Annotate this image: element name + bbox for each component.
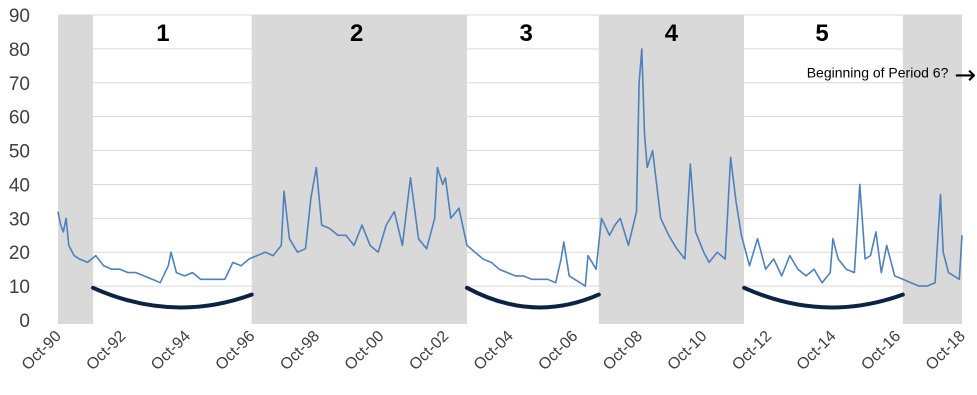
- x-tick-label: Oct-14: [794, 328, 840, 374]
- trough-curves: [90, 285, 905, 310]
- y-tick-label: 90: [9, 6, 30, 27]
- x-tick-label: Oct-18: [923, 328, 969, 374]
- x-tick-label: Oct-10: [665, 328, 711, 374]
- x-tick-label: Oct-02: [406, 328, 452, 374]
- x-tick-label: Oct-06: [535, 328, 581, 374]
- gridlines: [58, 14, 962, 287]
- shaded-period-4: [902, 15, 962, 324]
- y-tick-label: 30: [9, 209, 30, 230]
- shaded-periods: [58, 15, 962, 324]
- x-tick-label: Oct-12: [729, 328, 775, 374]
- y-tick-label: 70: [9, 74, 30, 95]
- x-tick-label: Oct-96: [213, 328, 259, 374]
- shaded-period-1: [58, 15, 93, 324]
- shaded-period-3: [598, 15, 745, 324]
- x-tick-label: Oct-90: [19, 328, 65, 374]
- x-tick-label: Oct-00: [342, 328, 388, 374]
- x-tick-label: Oct-94: [148, 328, 194, 374]
- annotation: Beginning of Period 6? →: [807, 61, 976, 91]
- y-tick-label: 50: [9, 142, 30, 163]
- y-tick-label: 10: [9, 277, 30, 298]
- x-axis-ticks: Oct-90 Oct-92 Oct-94 Oct-96 Oct-98 Oct-00 Oct-…: [19, 328, 969, 374]
- plot-area: [57, 48, 963, 287]
- period-label: 3: [519, 20, 532, 47]
- y-tick-label: 80: [9, 40, 30, 61]
- y-tick-label: 20: [9, 243, 30, 264]
- period-6-annotation: Beginning of Period 6?: [807, 65, 949, 81]
- period-label: 4: [665, 20, 679, 47]
- period-label: 1: [156, 20, 169, 47]
- series-line: [57, 48, 963, 287]
- trough-curve-1: [90, 285, 254, 310]
- x-tick-label: Oct-16: [858, 328, 904, 374]
- y-tick-label: 60: [9, 108, 30, 129]
- y-tick-label: 0: [19, 311, 30, 332]
- shaded-period-2: [251, 15, 467, 324]
- x-tick-label: Oct-92: [83, 328, 129, 374]
- trough-curve-2: [464, 285, 601, 310]
- x-tick-label: Oct-98: [277, 328, 323, 374]
- x-tick-label: Oct-04: [471, 328, 517, 374]
- period-labels: 1 2 3 4 5: [156, 20, 829, 47]
- y-axis-ticks: 0 10 20 30 40 50 60 70 80 90: [9, 6, 30, 332]
- period-label: 5: [815, 20, 828, 47]
- trough-curve-3: [742, 285, 905, 310]
- y-tick-label: 40: [9, 175, 30, 196]
- x-tick-label: Oct-08: [600, 328, 646, 374]
- period-label: 2: [350, 20, 363, 47]
- arrow-right-icon: →: [954, 61, 976, 91]
